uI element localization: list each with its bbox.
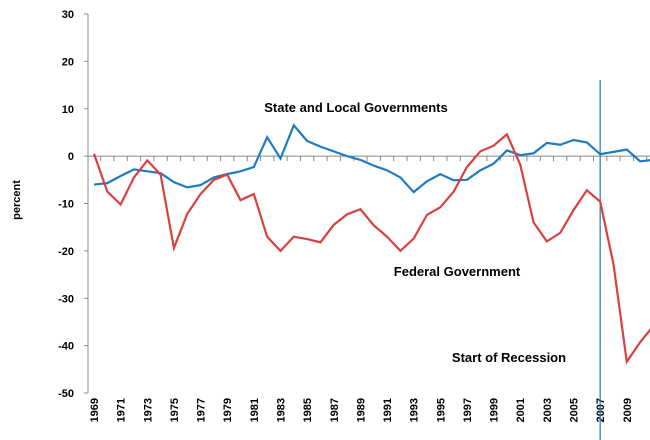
x-tick-label: 1995 bbox=[435, 398, 447, 422]
series-line bbox=[92, 132, 650, 365]
x-tick-label: 1991 bbox=[382, 398, 394, 422]
y-tick-label: 30 bbox=[62, 9, 74, 21]
y-tick-label: -10 bbox=[58, 199, 74, 211]
x-tick-label: 1997 bbox=[462, 398, 474, 422]
x-tick-label: 2003 bbox=[542, 398, 554, 422]
x-tick-label: 1993 bbox=[409, 398, 421, 422]
y-axis-title: percent bbox=[11, 180, 23, 220]
x-tick-label: 1977 bbox=[196, 398, 208, 422]
x-tick-label: 1975 bbox=[169, 398, 181, 422]
x-tick-label: 2009 bbox=[622, 398, 634, 422]
x-tick-label: 1969 bbox=[89, 398, 101, 422]
series-label: Federal Government bbox=[394, 264, 521, 279]
x-tick-label: 1981 bbox=[249, 398, 261, 422]
x-tick-label: 1973 bbox=[142, 398, 154, 422]
x-tick-label: 2001 bbox=[515, 398, 527, 422]
x-tick-label: 2007 bbox=[595, 398, 607, 422]
y-tick-label: 0 bbox=[68, 151, 74, 163]
series-label: State and Local Governments bbox=[264, 100, 448, 115]
y-tick-label: -30 bbox=[58, 293, 74, 305]
x-tick-label: 2011 bbox=[648, 398, 650, 422]
x-tick-label: 1979 bbox=[222, 398, 234, 422]
series-line bbox=[93, 123, 650, 194]
y-tick-label: 20 bbox=[62, 56, 74, 68]
y-tick-label: -20 bbox=[58, 246, 74, 258]
x-tick-label: 1987 bbox=[329, 398, 341, 422]
x-tick-label: 1999 bbox=[489, 398, 501, 422]
x-tick-label: 1971 bbox=[116, 398, 128, 422]
x-tick-label: 1983 bbox=[275, 398, 287, 422]
y-tick-label: 10 bbox=[62, 104, 74, 116]
x-tick-label: 1985 bbox=[302, 398, 314, 422]
y-tick-label: -50 bbox=[58, 388, 74, 400]
recession-label: Start of Recession bbox=[452, 350, 566, 365]
y-tick-label: -40 bbox=[58, 341, 74, 353]
x-tick-label: 2005 bbox=[569, 398, 581, 422]
x-tick-label: 1989 bbox=[355, 398, 367, 422]
